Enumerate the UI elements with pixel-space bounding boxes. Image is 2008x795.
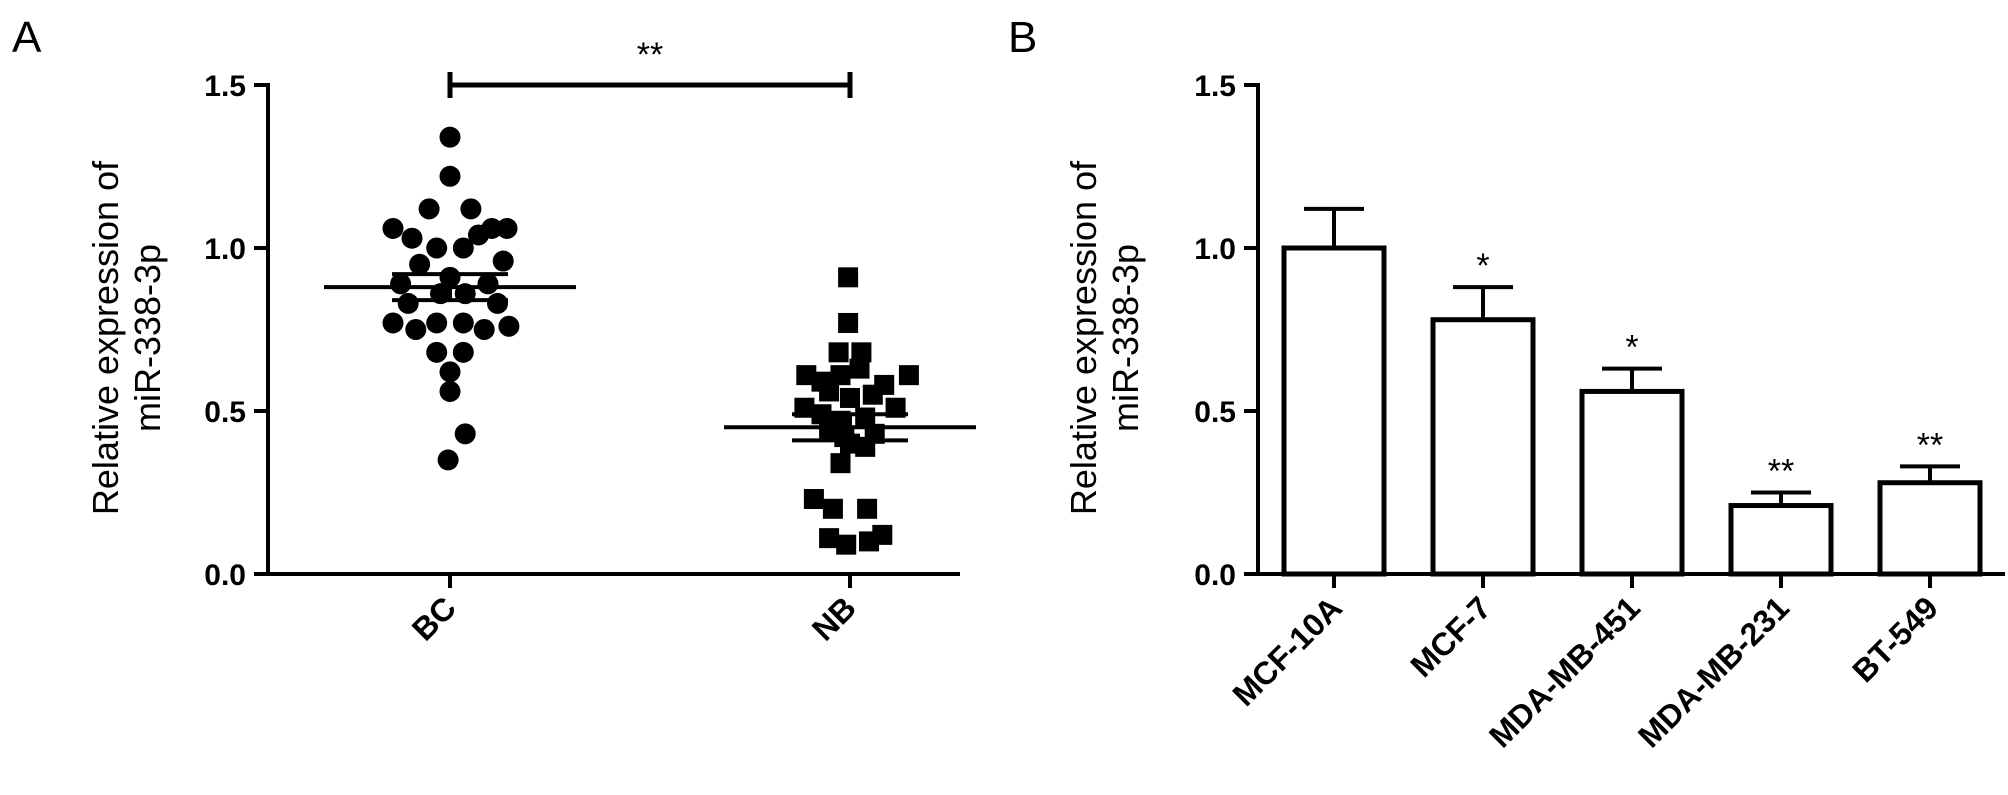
data-point-square	[849, 358, 870, 379]
y-tick-label: 1.0	[204, 233, 246, 266]
data-point-square	[803, 489, 824, 510]
bar	[1281, 245, 1387, 577]
x-tick-label: MDA-MB-451	[1482, 589, 1647, 754]
significance-label: *	[1476, 247, 1489, 285]
y-axis-title: Relative expression ofmiR-338-3p	[85, 160, 168, 515]
y-axis-title-line: miR-338-3p	[1105, 244, 1146, 432]
y-tick-label: 1.0	[1194, 233, 1236, 266]
data-point-circle	[382, 217, 404, 239]
data-point-square	[822, 498, 843, 519]
y-axis-title-line: Relative expression of	[85, 160, 126, 515]
data-point-square	[862, 384, 883, 405]
data-point-square	[840, 387, 860, 408]
y-axis-title-line: miR-338-3p	[127, 244, 168, 432]
data-point-square	[859, 531, 879, 552]
x-tick-label: BC	[405, 589, 463, 647]
data-point-circle	[426, 341, 448, 363]
x-tick-label: NB	[805, 589, 863, 647]
y-tick-label: 0.0	[204, 559, 246, 592]
significance-label: **	[1768, 453, 1794, 491]
x-tick-label: MDA-MB-231	[1631, 589, 1796, 754]
y-tick-label: 1.5	[204, 70, 246, 103]
data-point-square	[819, 528, 840, 549]
data-point-circle	[439, 165, 461, 187]
scatter-chart-a: 0.0 0.5 1.0 1.5 Relative expression ofmiR-33…	[85, 36, 976, 648]
x-tick-label: MCF-10A	[1225, 589, 1349, 713]
data-point-square	[830, 365, 851, 386]
data-point-circle	[439, 126, 461, 148]
panel-label-a: A	[12, 13, 42, 62]
significance-label: *	[1625, 329, 1638, 367]
data-point-square	[830, 453, 851, 474]
data-point-circle	[492, 250, 514, 272]
data-point-square	[819, 381, 840, 402]
data-point-circle	[477, 273, 499, 295]
x-tick-label: BT-549	[1845, 589, 1945, 689]
bar	[1877, 480, 1983, 577]
data-point-square	[836, 534, 857, 555]
significance-label: **	[1917, 426, 1943, 464]
data-point-circle	[452, 341, 474, 363]
bar	[1430, 317, 1536, 577]
data-point-circle	[418, 198, 440, 220]
data-point-circle	[397, 292, 419, 314]
data-point-circle	[426, 237, 448, 259]
data-point-square	[857, 498, 878, 519]
data-point-circle	[460, 198, 482, 220]
data-point-square	[828, 342, 849, 363]
y-tick-label: 0.5	[1194, 396, 1236, 429]
data-point-square	[838, 312, 859, 333]
x-tick-label: MCF-7	[1403, 589, 1498, 684]
data-point-circle	[405, 319, 427, 340]
data-point-square	[796, 365, 817, 386]
data-point-circle	[468, 224, 489, 246]
data-point-circle	[401, 227, 423, 249]
y-tick-label: 0.5	[204, 396, 246, 429]
panel-label-b: B	[1008, 13, 1037, 62]
data-point-circle	[382, 312, 404, 334]
y-tick-label: 0.0	[1194, 559, 1236, 592]
data-point-square	[851, 342, 872, 363]
data-point-circle	[454, 423, 476, 445]
data-point-circle	[496, 217, 518, 239]
data-point-circle	[409, 253, 431, 275]
data-point-circle	[452, 237, 474, 259]
bar	[1728, 503, 1834, 577]
data-point-circle	[452, 312, 474, 334]
data-point-circle	[439, 380, 461, 402]
data-point-circle	[498, 315, 520, 337]
y-axis-title: Relative expression ofmiR-338-3p	[1063, 160, 1146, 515]
data-point-circle	[426, 312, 448, 334]
significance-label: **	[637, 36, 663, 74]
bar	[1579, 388, 1685, 577]
data-point-circle	[390, 273, 412, 295]
data-point-square	[898, 365, 919, 386]
data-point-circle	[487, 292, 508, 314]
bar-chart-b: 0.0 0.5 1.0 1.5 Relative expression ofmiR-33…	[1063, 70, 2005, 754]
data-point-circle	[437, 449, 459, 471]
y-tick-label: 1.5	[1194, 70, 1236, 103]
y-axis-title-line: Relative expression of	[1063, 160, 1104, 515]
data-point-circle	[473, 319, 495, 340]
data-point-square	[838, 267, 859, 288]
data-point-circle	[439, 361, 461, 383]
